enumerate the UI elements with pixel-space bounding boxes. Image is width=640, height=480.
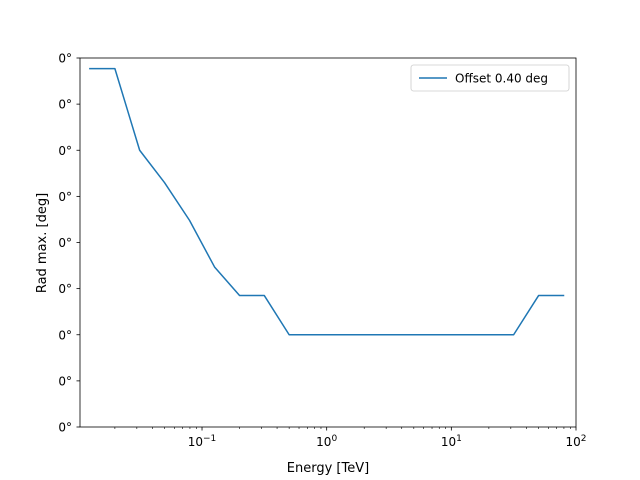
x-tick-label-2: 101 [441,434,462,449]
y-tick-label-2: 0° [58,328,72,342]
plot-area: 0° 0° 0° 0° 0° 0° 0° 0° 0° 10−1 100 101 102 Offset 0.… [58,52,586,450]
y-tick-label-0: 0° [58,421,72,435]
x-axis-label: Energy [TeV] [287,461,369,476]
x-tick-label-0: 10−1 [188,434,217,449]
y-tick-label-8: 0° [58,52,72,66]
y-tick-label-7: 0° [58,98,72,112]
x-tick-label-1: 100 [316,434,337,449]
y-tick-label-1: 0° [58,374,72,388]
y-tick-label-3: 0° [58,282,72,296]
series-line-0 [89,67,565,336]
y-tick-label-6: 0° [58,144,72,158]
legend-label-0: Offset 0.40 deg [455,72,548,86]
y-axis-label: Rad max. [deg] [35,193,50,293]
y-tick-label-4: 0° [58,236,72,250]
x-tick-label-3: 102 [565,434,586,449]
legend-box [410,64,570,92]
legend: Offset 0.40 deg [410,64,570,92]
y-tick-label-5: 0° [58,190,72,204]
